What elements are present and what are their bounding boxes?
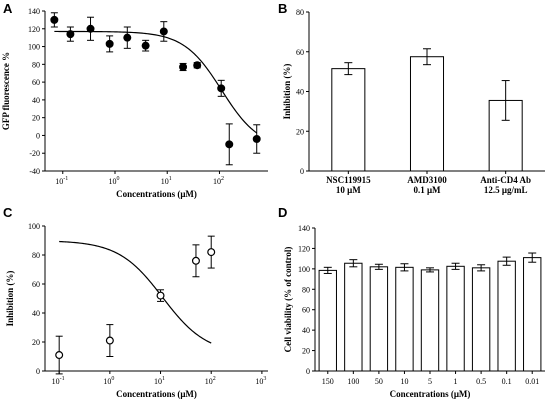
x-category-dose-label: 10 μM bbox=[336, 185, 361, 195]
panel-letter-d: D bbox=[278, 205, 287, 220]
y-tick-label: 40 bbox=[32, 96, 40, 105]
x-tick-label: 100 bbox=[108, 176, 119, 186]
data-point bbox=[55, 351, 64, 360]
x-category-dose-label: 12.5 μg/mL bbox=[484, 185, 528, 195]
bar bbox=[318, 269, 337, 372]
data-point bbox=[252, 135, 261, 144]
x-tick-label: 0.1 bbox=[502, 377, 512, 386]
y-tick-label: -40 bbox=[29, 167, 40, 176]
y-tick-label: 140 bbox=[28, 7, 40, 16]
x-tick-label: 100 bbox=[103, 376, 114, 386]
y-tick-label: 40 bbox=[302, 326, 310, 335]
data-point bbox=[105, 39, 114, 48]
y-tick-label: 60 bbox=[32, 78, 40, 87]
y-tick-label: 20 bbox=[32, 338, 40, 347]
y-tick-label: 80 bbox=[32, 60, 40, 69]
y-tick-label: 0 bbox=[36, 367, 40, 376]
y-axis-title: Inhibition (%) bbox=[5, 271, 15, 327]
panel-letter-b: B bbox=[278, 1, 287, 16]
x-tick-label: 150 bbox=[322, 377, 334, 386]
data-point bbox=[123, 33, 132, 42]
y-tick-label: 80 bbox=[32, 251, 40, 260]
panel-c-dose-response-chart: 0 20 40 60 80 100 Inhibition (%) 10-1 100 101 102 1… bbox=[5, 222, 268, 399]
data-point bbox=[66, 30, 75, 39]
y-axis-title: Inhibition (%) bbox=[282, 64, 292, 120]
x-tick-label: 103 bbox=[255, 376, 266, 386]
bar bbox=[523, 257, 542, 372]
bar bbox=[331, 68, 366, 172]
y-tick-label: 120 bbox=[298, 244, 310, 253]
bar bbox=[497, 260, 516, 372]
data-point bbox=[50, 15, 59, 24]
data-point bbox=[141, 41, 150, 50]
y-tick-label: 100 bbox=[28, 222, 40, 231]
x-tick-label: 102 bbox=[213, 176, 224, 186]
y-axis-title: GFP fluorescence % bbox=[1, 52, 11, 130]
x-category-label: Anti-CD4 Ab bbox=[480, 175, 531, 185]
x-tick-label: 5 bbox=[428, 377, 432, 386]
y-tick-label: 140 bbox=[298, 224, 310, 233]
y-tick-label: 100 bbox=[28, 43, 40, 52]
data-point bbox=[225, 140, 234, 149]
x-category-label: AMD3100 bbox=[407, 175, 447, 185]
x-tick-label: 10-1 bbox=[52, 376, 65, 386]
data-point bbox=[191, 256, 200, 265]
panel-d-viability-bar-chart: 0 20 40 60 80 100 120 140 Cell viability (% of c… bbox=[283, 224, 545, 399]
y-tick-label: 0 bbox=[36, 131, 40, 140]
y-tick-label: 20 bbox=[302, 347, 310, 356]
bar bbox=[369, 266, 389, 372]
bar bbox=[446, 265, 465, 372]
y-tick-label: 100 bbox=[298, 265, 310, 274]
data-point bbox=[217, 84, 226, 93]
y-tick-label: 120 bbox=[28, 25, 40, 34]
y-tick-label: 80 bbox=[296, 8, 304, 17]
y-tick-label: 40 bbox=[296, 88, 304, 97]
y-tick-label: 0 bbox=[306, 367, 310, 376]
x-tick-label: 0.01 bbox=[525, 377, 539, 386]
x-axis-title: Concentrations (μM) bbox=[116, 189, 197, 199]
panel-letter-a: A bbox=[3, 1, 13, 16]
y-tick-label: 80 bbox=[302, 285, 310, 294]
data-point bbox=[159, 27, 168, 36]
x-tick-label: 100 bbox=[347, 377, 359, 386]
x-axis-title: Concentrations (μM) bbox=[390, 389, 471, 399]
bar bbox=[409, 56, 445, 172]
x-category-label: NSC119915 bbox=[326, 175, 371, 185]
x-tick-label: 102 bbox=[205, 376, 216, 386]
y-tick-label: 20 bbox=[32, 114, 40, 123]
data-point bbox=[156, 291, 165, 300]
data-point bbox=[179, 62, 188, 71]
data-point bbox=[193, 61, 202, 70]
x-tick-label: 1 bbox=[454, 377, 458, 386]
x-tick-label: 101 bbox=[161, 176, 172, 186]
bar bbox=[420, 269, 440, 372]
fit-curve bbox=[54, 30, 258, 134]
y-tick-label: 60 bbox=[32, 280, 40, 289]
bar bbox=[471, 267, 491, 372]
data-point bbox=[86, 24, 95, 33]
y-tick-label: 20 bbox=[296, 127, 304, 136]
x-tick-label: 10-1 bbox=[55, 176, 68, 186]
panel-a-dose-response-chart: -40 -20 0 20 40 60 80 100 120 140 GFP fluorescence… bbox=[1, 7, 268, 199]
panel-letter-c: C bbox=[3, 205, 13, 220]
x-tick-label: 0.5 bbox=[476, 377, 486, 386]
data-point bbox=[105, 336, 114, 345]
y-tick-label: -20 bbox=[29, 149, 40, 158]
fit-curve bbox=[59, 240, 212, 344]
y-axis-title: Cell viability (% of control) bbox=[283, 247, 293, 353]
y-tick-label: 40 bbox=[32, 309, 40, 318]
x-category-dose-label: 0.1 μM bbox=[413, 185, 441, 195]
y-tick-label: 60 bbox=[296, 48, 304, 57]
x-axis-title: Concentrations (μM) bbox=[116, 389, 197, 399]
data-point bbox=[207, 248, 216, 257]
bar bbox=[344, 262, 363, 372]
x-tick-label: 10 bbox=[400, 377, 408, 386]
y-tick-label: 0 bbox=[300, 167, 304, 176]
x-tick-label: 50 bbox=[375, 377, 383, 386]
y-tick-label: 60 bbox=[302, 306, 310, 315]
bar bbox=[395, 266, 414, 372]
x-tick-label: 101 bbox=[154, 376, 165, 386]
